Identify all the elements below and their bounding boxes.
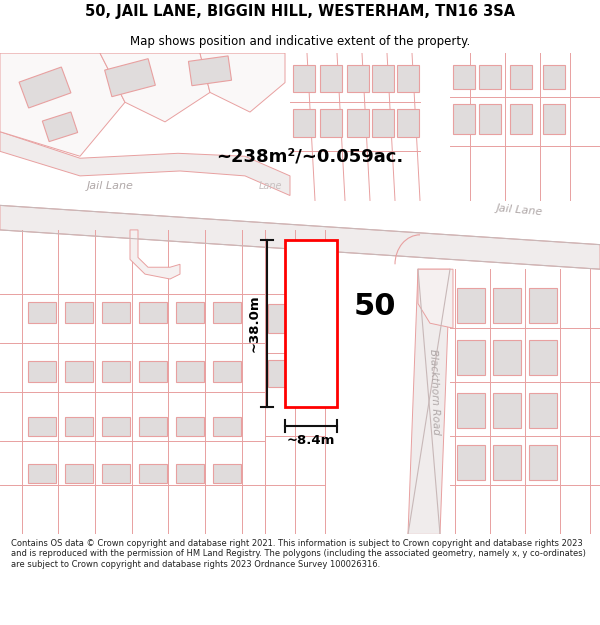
- Bar: [543, 65, 565, 89]
- Polygon shape: [418, 269, 453, 328]
- Bar: [213, 416, 241, 436]
- Bar: [139, 302, 167, 323]
- Bar: [139, 361, 167, 382]
- Bar: [28, 464, 56, 483]
- Bar: [397, 65, 419, 92]
- Bar: [65, 361, 93, 382]
- Bar: [293, 109, 315, 137]
- Bar: [457, 393, 485, 428]
- Text: 50: 50: [354, 292, 396, 321]
- Bar: [102, 361, 130, 382]
- Bar: [320, 109, 342, 137]
- Bar: [529, 340, 557, 375]
- Bar: [213, 361, 241, 382]
- Bar: [347, 109, 369, 137]
- Bar: [102, 416, 130, 436]
- Bar: [104, 59, 155, 97]
- Text: ~38.0m: ~38.0m: [248, 294, 260, 352]
- Bar: [372, 65, 394, 92]
- Bar: [372, 109, 394, 137]
- Bar: [479, 65, 501, 89]
- Bar: [28, 361, 56, 382]
- Polygon shape: [100, 53, 210, 122]
- Bar: [268, 359, 296, 387]
- Text: Jail Lane: Jail Lane: [86, 181, 133, 191]
- Bar: [529, 288, 557, 323]
- Bar: [65, 302, 93, 323]
- Bar: [139, 416, 167, 436]
- Bar: [457, 340, 485, 375]
- Bar: [293, 65, 315, 92]
- Text: Jail Lane: Jail Lane: [496, 203, 544, 217]
- Bar: [493, 393, 521, 428]
- Bar: [43, 112, 77, 142]
- Bar: [176, 302, 204, 323]
- Bar: [102, 302, 130, 323]
- Bar: [529, 393, 557, 428]
- Bar: [213, 302, 241, 323]
- Bar: [176, 464, 204, 483]
- Bar: [65, 464, 93, 483]
- Bar: [510, 104, 532, 134]
- Bar: [457, 445, 485, 481]
- Bar: [28, 302, 56, 323]
- Text: 50, JAIL LANE, BIGGIN HILL, WESTERHAM, TN16 3SA: 50, JAIL LANE, BIGGIN HILL, WESTERHAM, T…: [85, 4, 515, 19]
- Bar: [213, 464, 241, 483]
- Polygon shape: [408, 269, 450, 534]
- Text: ~8.4m: ~8.4m: [287, 434, 335, 447]
- Bar: [493, 340, 521, 375]
- Bar: [543, 104, 565, 134]
- Bar: [493, 445, 521, 481]
- Bar: [102, 464, 130, 483]
- Text: Lane: Lane: [258, 181, 282, 191]
- Bar: [510, 65, 532, 89]
- Bar: [320, 65, 342, 92]
- Polygon shape: [200, 53, 285, 112]
- Text: Blackthorn Road: Blackthorn Road: [428, 349, 440, 435]
- Bar: [529, 445, 557, 481]
- Polygon shape: [0, 206, 600, 269]
- Bar: [285, 240, 337, 407]
- Bar: [457, 288, 485, 323]
- Bar: [188, 56, 232, 86]
- Bar: [28, 416, 56, 436]
- Polygon shape: [130, 230, 180, 279]
- Bar: [493, 288, 521, 323]
- Polygon shape: [0, 132, 290, 196]
- Bar: [65, 416, 93, 436]
- Text: Contains OS data © Crown copyright and database right 2021. This information is : Contains OS data © Crown copyright and d…: [11, 539, 586, 569]
- Bar: [19, 67, 71, 108]
- Bar: [479, 104, 501, 134]
- Bar: [176, 361, 204, 382]
- Bar: [176, 416, 204, 436]
- Bar: [139, 464, 167, 483]
- Bar: [397, 109, 419, 137]
- Bar: [453, 65, 475, 89]
- Text: ~238m²/~0.059ac.: ~238m²/~0.059ac.: [217, 148, 404, 165]
- Bar: [453, 104, 475, 134]
- Bar: [268, 304, 296, 333]
- Text: Map shows position and indicative extent of the property.: Map shows position and indicative extent…: [130, 35, 470, 48]
- Polygon shape: [0, 53, 125, 156]
- Bar: [347, 65, 369, 92]
